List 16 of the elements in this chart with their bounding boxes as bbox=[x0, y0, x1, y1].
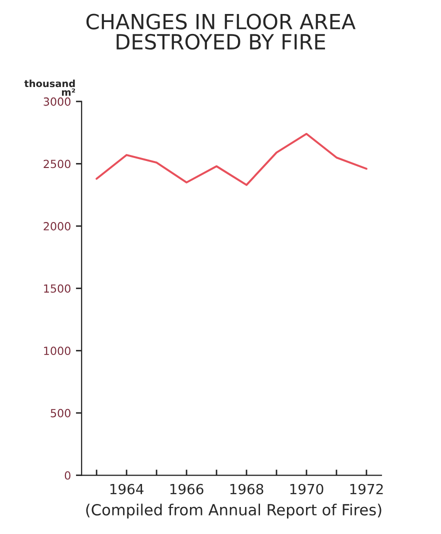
y-tick-label: 1000 bbox=[44, 346, 70, 356]
x-tick-label: 1966 bbox=[170, 484, 204, 494]
chart-title: CHANGES IN FLOOR AREA DESTROYED BY FIRE bbox=[86, 14, 356, 50]
y-tick-label: 2500 bbox=[44, 160, 70, 168]
x-tick-label: 1964 bbox=[110, 484, 144, 494]
y-tick-label: 1500 bbox=[44, 284, 70, 293]
line-series bbox=[96, 132, 368, 186]
text: (Compiled from Annual Report of Fires) bbox=[86, 504, 382, 518]
y-tick-label: 0 bbox=[64, 471, 70, 480]
x-tick-label: 1970 bbox=[290, 484, 324, 494]
x-tick-label: 1968 bbox=[230, 484, 264, 494]
y-axis-title: thousand m² bbox=[24, 80, 76, 96]
y-tick-label: 3000 bbox=[44, 97, 70, 106]
x-tick-label: 1972 bbox=[350, 484, 383, 494]
y-tick-label: 2000 bbox=[44, 222, 70, 230]
y-tick-label: 500 bbox=[50, 408, 70, 418]
